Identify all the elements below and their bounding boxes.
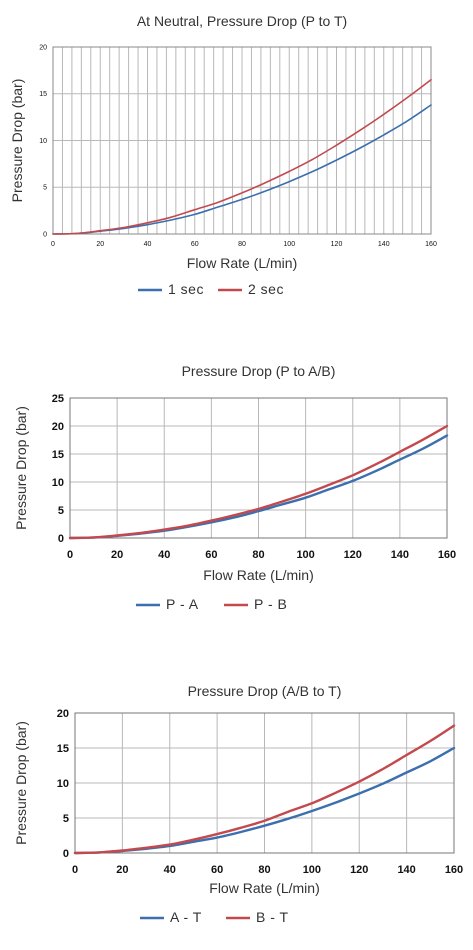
y-tick-label: 0 xyxy=(58,533,64,545)
x-tick-label: 100 xyxy=(303,864,321,876)
x-tick-label: 20 xyxy=(116,864,128,876)
y-tick-label: 5 xyxy=(58,505,64,517)
x-tick-label: 120 xyxy=(331,241,343,248)
x-tick-label: 60 xyxy=(205,549,217,561)
x-tick-label: 40 xyxy=(164,864,176,876)
x-tick-label: 60 xyxy=(191,241,199,248)
legend-label: 1 sec xyxy=(168,281,204,297)
chart-title: At Neutral, Pressure Drop (P to T) xyxy=(137,13,347,29)
x-tick-label: 40 xyxy=(158,549,170,561)
y-axis-label: Pressure Drop (bar) xyxy=(13,721,29,845)
plot-area-border xyxy=(74,712,455,854)
series-line-2sec xyxy=(52,78,432,235)
y-tick-label: 20 xyxy=(52,421,64,433)
y-tick-label: 10 xyxy=(39,138,47,145)
chart-title: Pressure Drop (P to A/B) xyxy=(182,363,336,379)
x-tick-label: 160 xyxy=(425,241,437,248)
y-tick-label: 15 xyxy=(39,91,47,98)
x-tick-label: 0 xyxy=(51,241,55,248)
x-tick-label: 0 xyxy=(67,549,73,561)
y-tick-label: 10 xyxy=(52,477,64,489)
chart-1: At Neutral, Pressure Drop (P to T) 0 20 40 6… xyxy=(9,13,437,297)
chart-3: Pressure Drop (A/B to T)0 20 40 60 80 100 120 1… xyxy=(13,683,463,925)
x-tick-label: 140 xyxy=(391,549,409,561)
y-tick-label: 0 xyxy=(43,231,47,238)
x-tick-label: 140 xyxy=(397,864,415,876)
legend-label: B - T xyxy=(256,909,289,925)
x-tick-label: 20 xyxy=(111,549,123,561)
x-tick-label: 80 xyxy=(238,241,246,248)
y-tick-label: 15 xyxy=(52,449,64,461)
y-tick-label: 10 xyxy=(57,778,69,790)
x-axis-label: Flow Rate (L/min) xyxy=(209,880,319,896)
series-line-b-t xyxy=(73,724,456,855)
legend-label: A - T xyxy=(170,909,202,925)
plot-area-border xyxy=(69,397,448,539)
x-tick-label: 80 xyxy=(252,549,264,561)
x-tick-label: 160 xyxy=(445,864,463,876)
x-axis-label: Flow Rate (L/min) xyxy=(187,255,297,271)
series-line-p-b xyxy=(68,424,449,540)
chart-2: Pressure Drop (P to A/B)0 20 40 60 80 100 120 1… xyxy=(13,363,456,612)
y-axis-label: Pressure Drop (bar) xyxy=(9,79,25,203)
legend-label: P - A xyxy=(166,596,199,612)
y-tick-label: 5 xyxy=(63,813,69,825)
x-tick-label: 100 xyxy=(296,549,314,561)
legend: 1 sec 2 sec xyxy=(138,281,284,297)
plot-area-border xyxy=(52,46,432,235)
x-tick-label: 100 xyxy=(283,241,295,248)
x-tick-label: 80 xyxy=(258,864,270,876)
y-tick-label: 20 xyxy=(57,708,69,720)
legend-label: P - B xyxy=(254,596,287,612)
x-tick-label: 120 xyxy=(344,549,362,561)
x-tick-label: 120 xyxy=(350,864,368,876)
legend-label: 2 sec xyxy=(248,281,284,297)
x-tick-label: 160 xyxy=(438,549,456,561)
x-tick-label: 60 xyxy=(211,864,223,876)
x-tick-label: 20 xyxy=(96,241,104,248)
y-tick-label: 15 xyxy=(57,743,69,755)
x-tick-label: 140 xyxy=(378,241,390,248)
x-axis-label: Flow Rate (L/min) xyxy=(203,567,313,583)
y-tick-label: 0 xyxy=(63,848,69,860)
y-tick-label: 5 xyxy=(43,185,47,192)
y-tick-label: 20 xyxy=(39,44,47,51)
y-axis-label: Pressure Drop (bar) xyxy=(13,406,29,530)
chart-title: Pressure Drop (A/B to T) xyxy=(188,683,342,699)
x-tick-label: 0 xyxy=(72,864,78,876)
x-tick-label: 40 xyxy=(144,241,152,248)
y-tick-label: 25 xyxy=(52,393,64,405)
